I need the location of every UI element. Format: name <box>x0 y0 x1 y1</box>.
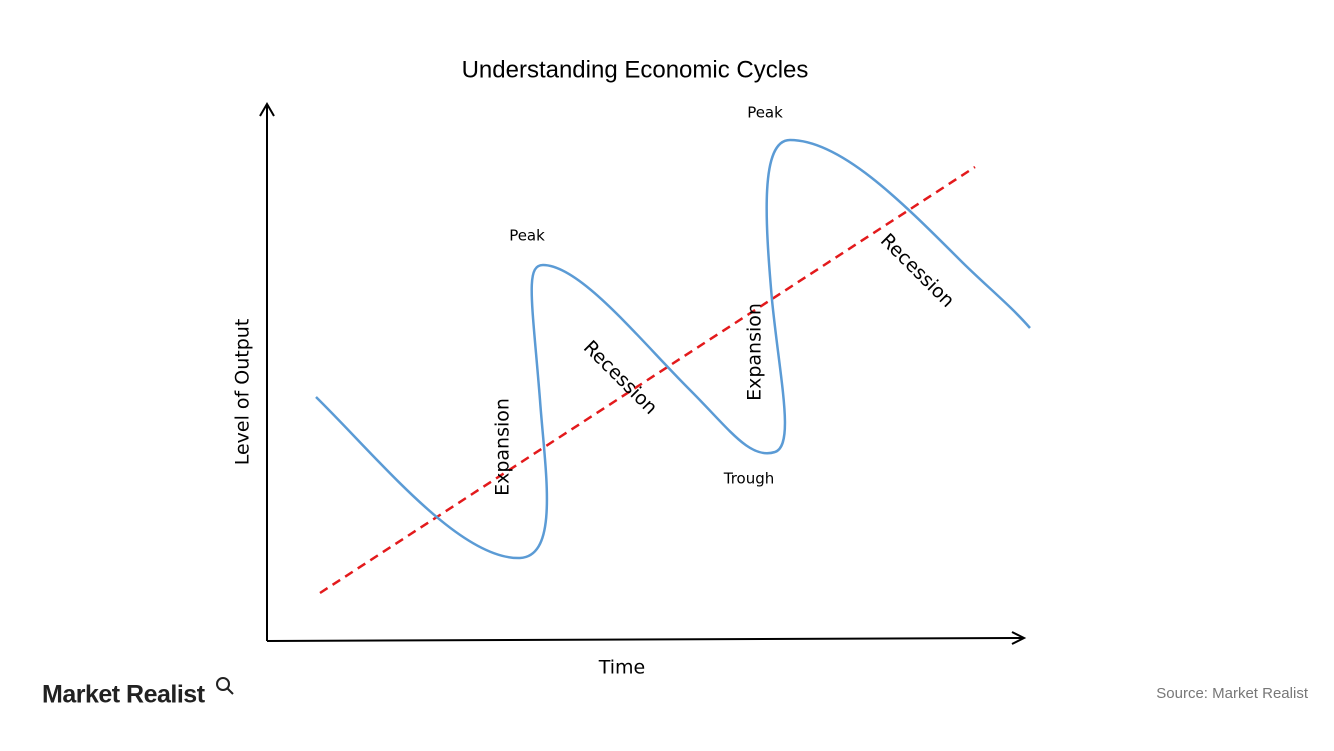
expansion-label: Expansion <box>492 398 514 496</box>
trough-label: Trough <box>723 470 775 488</box>
x-axis <box>266 637 1024 642</box>
logo-icon <box>216 677 234 695</box>
logo: Market Realist <box>42 681 206 709</box>
title: Understanding Economic Cycles <box>462 56 809 83</box>
axes <box>259 102 1027 645</box>
peak-label: Peak <box>509 227 545 245</box>
x-axis-label: Time <box>598 657 646 679</box>
recession-label: Recession <box>876 229 959 312</box>
trend-line <box>319 165 976 595</box>
expansion-label: Expansion <box>744 303 766 401</box>
x-axis-arrow <box>1011 631 1027 645</box>
cycle-curve <box>315 138 1031 560</box>
y-axis-arrow <box>259 102 275 117</box>
peak-label: Peak <box>747 104 783 122</box>
source: Source: Market Realist <box>1156 685 1309 702</box>
y-axis-label: Level of Output <box>232 319 254 466</box>
